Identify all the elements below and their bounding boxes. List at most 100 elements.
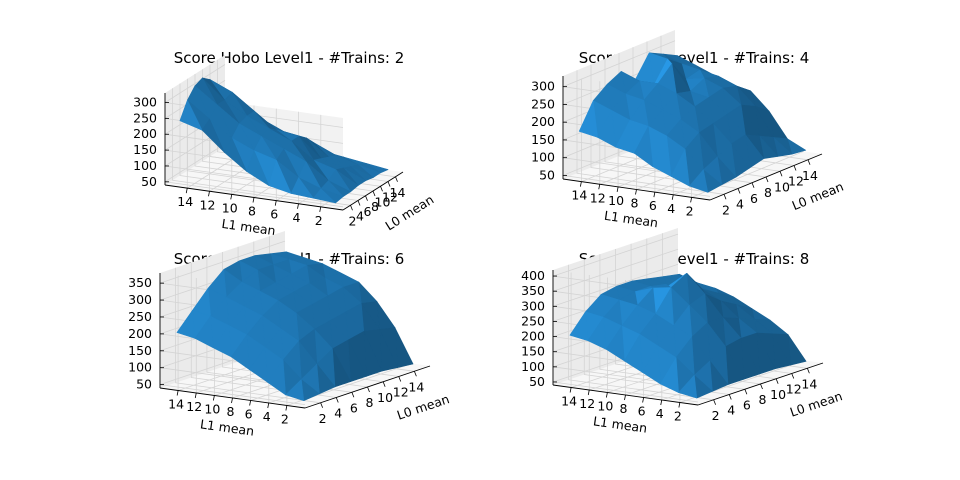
tick-label-z: 250: [521, 313, 545, 328]
tick-label-l1: 4: [293, 210, 301, 225]
tick-label-l0: 12: [382, 190, 398, 205]
tick-label-l0: 14: [408, 379, 424, 394]
surface-facet: [290, 177, 314, 199]
tick-label-l0: 2: [319, 411, 327, 426]
surface-facet: [268, 159, 292, 194]
tick-label-l0: 2: [722, 202, 730, 217]
tick-label-z: 200: [128, 326, 152, 341]
tick-mark-l1: [297, 203, 299, 209]
tick-label-l0: 6: [350, 400, 358, 415]
tick-mark-l1: [319, 206, 322, 212]
tick-label-l0: 10: [774, 179, 790, 194]
surface: [569, 272, 807, 399]
surface-facet: [642, 345, 661, 385]
subplot-trains-8: Score Hobo Level1 - #Trains: 8 2 4 6 8 10 12 1…: [521, 228, 844, 436]
surface-facet: [587, 316, 607, 350]
tick-label-l0: 4: [736, 197, 744, 212]
tick-mark-l1: [624, 394, 626, 401]
tick-mark-l0: [737, 188, 741, 194]
tick-label-z: 50: [141, 174, 157, 189]
tick-label-l0: 12: [786, 382, 802, 397]
tick-label-l1: 8: [227, 404, 235, 419]
tick-label-l1: 2: [281, 412, 289, 427]
tick-label-z: 250: [128, 309, 152, 324]
tick-label-l0: 4: [727, 403, 735, 418]
surface-facet: [249, 347, 268, 383]
surface-facet: [569, 311, 589, 342]
tick-label-z: 300: [521, 298, 545, 313]
tick-label-z: 200: [531, 114, 555, 129]
tick-label-l1: 2: [674, 409, 682, 424]
tick-label-z: 400: [521, 268, 545, 283]
surface-facet: [212, 325, 232, 358]
tick-label-z: 150: [128, 343, 152, 358]
surface-facet: [267, 359, 286, 396]
tick-mark-l1: [231, 397, 233, 404]
tick-label-l1: 6: [649, 198, 657, 213]
tick-label-l1: 6: [245, 407, 253, 422]
tick-label-l1: 8: [620, 401, 628, 416]
tick-label-l1: 4: [667, 201, 675, 216]
tick-label-l1: 12: [200, 197, 216, 212]
surface-facet: [285, 379, 305, 402]
tick-label-z: 250: [133, 110, 157, 125]
tick-label-l0: 8: [366, 395, 374, 410]
tick-mark-l1: [605, 392, 608, 398]
tick-mark-l0: [350, 205, 353, 211]
surface-facet: [670, 149, 690, 187]
tick-mark-l0: [793, 165, 797, 171]
tick-mark-l1: [194, 392, 197, 399]
tick-mark-l1: [653, 192, 656, 198]
tick-label-z: 100: [133, 158, 157, 173]
tick-mark-l1: [660, 399, 663, 406]
tick-mark-l0: [387, 181, 391, 187]
tick-mark-l0: [779, 171, 783, 177]
tick-label-l1: 14: [571, 188, 587, 203]
tick-label-l1: 8: [248, 204, 256, 219]
tick-label-l1: 12: [186, 399, 202, 414]
tick-mark-l1: [587, 389, 590, 396]
tick-mark-l1: [598, 184, 601, 190]
surface-facet: [201, 118, 225, 153]
tick-label-l1: 14: [177, 194, 193, 209]
tick-mark-l0: [335, 397, 339, 403]
tick-label-z: 100: [531, 150, 555, 165]
gridline-l0: [576, 70, 725, 195]
tick-label-l0: 8: [759, 392, 767, 407]
tick-label-z: 50: [539, 167, 555, 182]
gridline-l0: [175, 267, 321, 404]
surface-facet: [246, 150, 270, 186]
axis-label-l1: L1 mean: [221, 216, 277, 238]
subplot-title: Score Hobo Level1 - #Trains: 2: [174, 49, 405, 67]
tick-label-l0: 8: [371, 199, 379, 214]
tick-mark-l0: [728, 394, 732, 400]
tick-mark-l0: [807, 159, 811, 165]
tick-mark-l1: [267, 402, 270, 409]
tick-mark-l1: [230, 194, 233, 200]
surface-facet: [652, 135, 672, 177]
tick-mark-l0: [765, 176, 769, 183]
tick-mark-l1: [671, 194, 674, 200]
surface-facet: [751, 308, 771, 321]
surface: [179, 77, 389, 204]
tick-label-l0: 6: [743, 397, 751, 412]
tick-label-l1: 4: [263, 409, 271, 424]
tick-label-l0: 2: [349, 213, 357, 228]
tick-label-l1: 10: [204, 402, 220, 417]
tick-label-z: 150: [133, 142, 157, 157]
tick-mark-l1: [579, 181, 582, 187]
tick-label-z: 300: [133, 95, 157, 110]
surface-facet: [787, 334, 807, 366]
surface-facet: [194, 315, 214, 349]
tick-label-l1: 4: [656, 406, 664, 421]
tick-label-l1: 12: [590, 190, 606, 205]
tick-mark-l1: [285, 405, 288, 411]
tick-mark-l0: [357, 200, 361, 206]
surface-facet: [394, 327, 414, 368]
tick-mark-l1: [642, 397, 645, 403]
surface-facet: [623, 334, 643, 373]
tick-label-l1: 2: [315, 213, 323, 228]
tick-label-z: 150: [521, 344, 545, 359]
